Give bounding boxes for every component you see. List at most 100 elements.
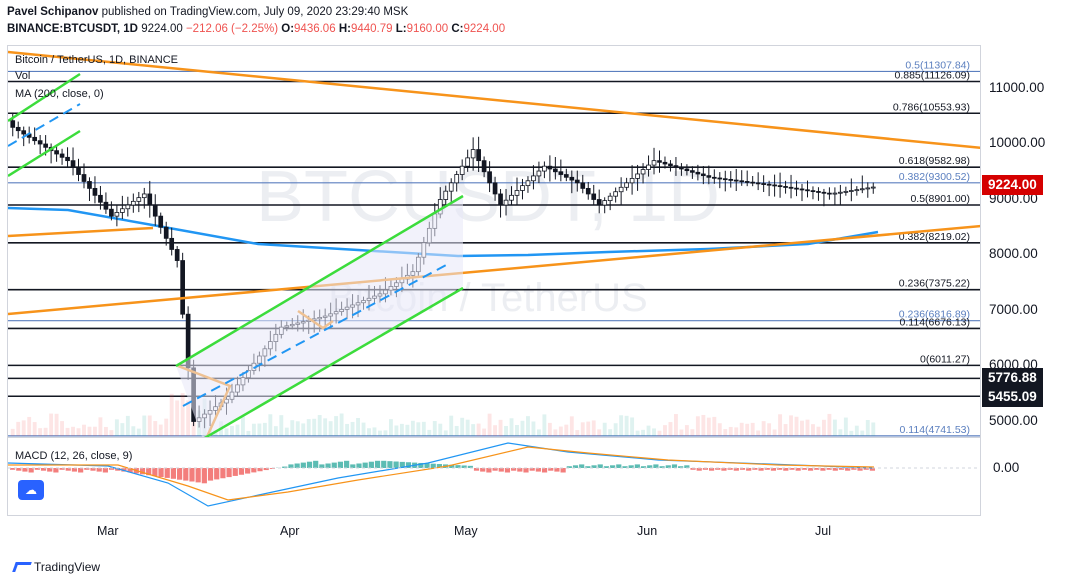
fib-label: 0.885(11126.09)	[894, 70, 970, 82]
candle-body	[514, 190, 520, 196]
author-name[interactable]: Pavel Schipanov	[7, 6, 99, 18]
volume-bar	[136, 428, 141, 436]
candle-body	[37, 140, 43, 145]
macd-hist-bar	[467, 465, 473, 468]
candle-body	[673, 165, 679, 168]
volume-bar	[597, 429, 602, 436]
candle-body	[602, 200, 608, 206]
macd-hist-bar	[325, 463, 331, 468]
macd-hist-bar	[356, 463, 362, 468]
volume-bar	[679, 429, 684, 436]
candle-body	[169, 237, 175, 250]
symbol-label[interactable]: BINANCE:BTCUSDT, 1D	[7, 23, 138, 35]
candle-body	[788, 186, 794, 189]
candle-body	[476, 149, 481, 162]
volume-bar	[306, 419, 311, 436]
macd-hist-bar	[517, 468, 523, 472]
price-pane[interactable]: BTCUSDT, 1D Bitcoin / TetherUS 0.5(11307…	[7, 45, 981, 438]
price-chart-canvas[interactable]: BTCUSDT, 1D Bitcoin / TetherUS 0.5(11307…	[8, 46, 981, 438]
volume-bar	[449, 415, 454, 436]
candle-body	[810, 190, 816, 193]
legend-title[interactable]: Bitcoin / TetherUS, 1D, BINANCE	[15, 54, 179, 66]
cloud-icon[interactable]: ☁	[18, 480, 44, 500]
candle-body	[816, 191, 821, 193]
macd-hist-bar	[801, 468, 807, 470]
candle-body	[832, 192, 838, 195]
macd-zero-tick: 0.00	[993, 460, 1020, 475]
volume-bar	[93, 426, 97, 436]
legend-vol[interactable]: Vol	[15, 70, 31, 82]
volume-bar	[504, 426, 508, 436]
volume-bar	[630, 417, 635, 436]
volume-bar	[103, 426, 108, 436]
candle-body	[744, 181, 750, 183]
volume-bars	[10, 393, 876, 436]
macd-hist-bar	[313, 460, 319, 468]
candle-body	[580, 182, 586, 189]
volume-bar	[246, 430, 251, 436]
macd-hist-bar	[579, 464, 585, 468]
macd-hist-bar	[585, 466, 591, 468]
volume-bar	[487, 413, 492, 436]
macd-hist-bar	[777, 468, 783, 470]
candle-body	[629, 178, 635, 184]
volume-bar	[728, 426, 733, 436]
macd-hist-bar	[238, 468, 245, 475]
macd-hist-bar	[78, 468, 84, 473]
macd-hist-bar	[319, 464, 325, 468]
macd-hist-bar	[288, 464, 294, 468]
macd-hist-bar	[251, 468, 257, 473]
volume-bar	[827, 413, 832, 436]
candle-body	[54, 150, 59, 155]
macd-hist-bar	[71, 468, 78, 472]
tradingview-brand[interactable]: TradingView	[12, 560, 100, 574]
volume-bar	[772, 429, 777, 436]
volume-bar	[564, 424, 569, 436]
macd-hist-bar	[368, 461, 374, 468]
candle-body	[607, 195, 613, 202]
macd-hist-bar	[523, 468, 529, 473]
volume-bar	[125, 415, 130, 436]
volume-bar	[553, 429, 558, 436]
candle-body	[454, 174, 460, 184]
macd-hist-bar	[22, 468, 28, 472]
macd-hist-bar	[16, 468, 22, 471]
candle-body	[174, 249, 180, 261]
macd-hist-bar	[764, 468, 770, 470]
volume-bar	[21, 420, 26, 436]
macd-hist-bar	[560, 468, 566, 473]
candle-body	[15, 126, 21, 132]
volume-bar	[224, 428, 229, 436]
volume-bar	[65, 427, 70, 436]
macd-hist-bar	[207, 468, 214, 481]
volume-bar	[515, 424, 519, 436]
volume-bar	[175, 400, 180, 436]
candle-body	[120, 208, 125, 213]
volume-bar	[257, 423, 262, 436]
macd-hist-bar	[158, 468, 164, 477]
macd-hist-bar	[622, 466, 628, 468]
fib-levels[interactable]: 0.5(11307.84)0.885(11126.09) 0.786(10553.…	[8, 59, 981, 437]
candle-body	[761, 183, 766, 185]
price-axis[interactable]: 11000.00 10000.00 9000.00 8000.00 7000.0…	[981, 45, 1066, 516]
candle-body	[553, 168, 558, 173]
drawings[interactable]	[8, 50, 981, 438]
volume-bar	[334, 416, 339, 436]
volume-bar	[251, 423, 256, 436]
low-label: L:	[395, 23, 407, 35]
legend-ma[interactable]: MA (200, close, 0)	[15, 88, 104, 100]
legend-macd[interactable]: MACD (12, 26, close, 9)	[15, 450, 133, 462]
candle-body	[766, 183, 772, 186]
publish-info: published on TradingView.com, July 09, 2…	[101, 6, 409, 18]
macd-canvas[interactable]	[8, 438, 981, 516]
candle-body	[448, 182, 454, 192]
macd-hist-bar	[177, 468, 183, 480]
candle-body	[711, 176, 717, 179]
macd-lines	[8, 442, 980, 507]
macd-hist-bar	[832, 468, 838, 471]
volume-bar	[591, 420, 596, 436]
macd-histogram	[10, 460, 875, 484]
macd-pane[interactable]: MACD (12, 26, close, 9) ☁	[7, 438, 981, 516]
volume-bar	[10, 428, 15, 436]
macd-hist-bar	[851, 468, 857, 470]
